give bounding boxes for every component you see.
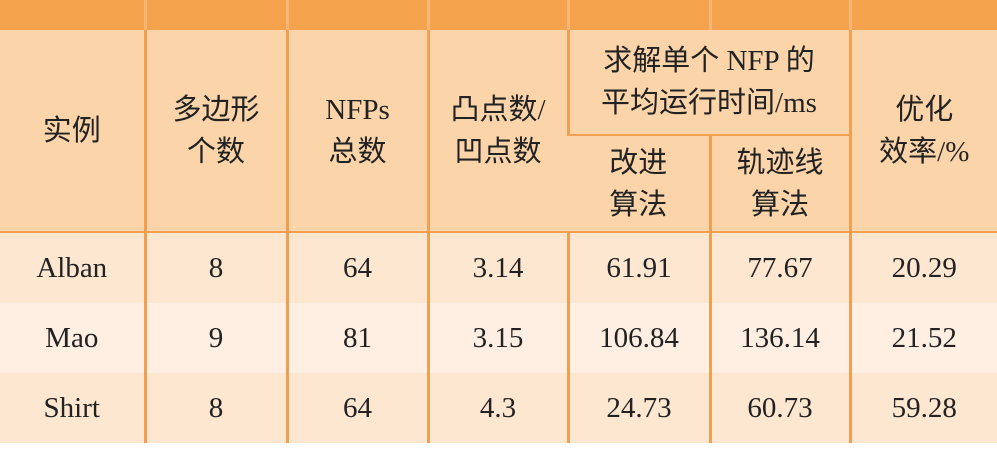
header-cell: 求解单个 NFP 的 平均运行时间/ms (566, 30, 850, 135)
data-row: Mao 9 81 3.15 106.84 136.14 21.52 (0, 303, 997, 373)
cell: 8 (143, 373, 287, 443)
cell: 136.14 (708, 303, 850, 373)
header-strip (0, 0, 997, 30)
header-cell: 改进 算法 (568, 134, 710, 232)
cell: Shirt (0, 373, 145, 443)
cell: Mao (0, 303, 145, 373)
cell: 24.73 (566, 373, 710, 443)
cell: 3.15 (426, 303, 568, 373)
cell: 64 (285, 231, 428, 303)
cell: 77.67 (708, 231, 850, 303)
header-cell: NFPs 总数 (285, 30, 428, 232)
header-cell: 实例 (0, 30, 145, 232)
cell: 81 (285, 303, 428, 373)
cell: 21.52 (848, 303, 997, 373)
header-cell: 优化 效率/% (848, 30, 997, 232)
header-cell: 多边形 个数 (143, 30, 287, 232)
data-row: Alban 8 64 3.14 61.91 77.67 20.29 (0, 231, 997, 303)
cell: 59.28 (848, 373, 997, 443)
cell: Alban (0, 231, 145, 303)
table-body: Alban 8 64 3.14 61.91 77.67 20.29 Mao 9 81 3.15 106… (0, 231, 997, 443)
cell: 8 (143, 231, 287, 303)
data-row: Shirt 8 64 4.3 24.73 60.73 59.28 (0, 373, 997, 443)
cell: 61.91 (566, 231, 710, 303)
header-row: 实例 多边形 个数 NFPs 总数 凸点数/ 凹点数 求解单个 NFP 的 平均… (0, 30, 997, 232)
cell: 64 (285, 373, 428, 443)
cell: 4.3 (426, 373, 568, 443)
table: 实例 多边形 个数 NFPs 总数 凸点数/ 凹点数 求解单个 NFP 的 平均… (0, 0, 997, 443)
cell: 60.73 (708, 373, 850, 443)
cell: 20.29 (848, 231, 997, 303)
cell: 9 (143, 303, 287, 373)
cell: 106.84 (566, 303, 710, 373)
header-cell: 凸点数/ 凹点数 (426, 30, 568, 232)
header-cell: 轨迹线 算法 (708, 134, 850, 232)
cell: 3.14 (426, 231, 568, 303)
header-row: 改进 算法 轨迹线 算法 (0, 134, 997, 232)
